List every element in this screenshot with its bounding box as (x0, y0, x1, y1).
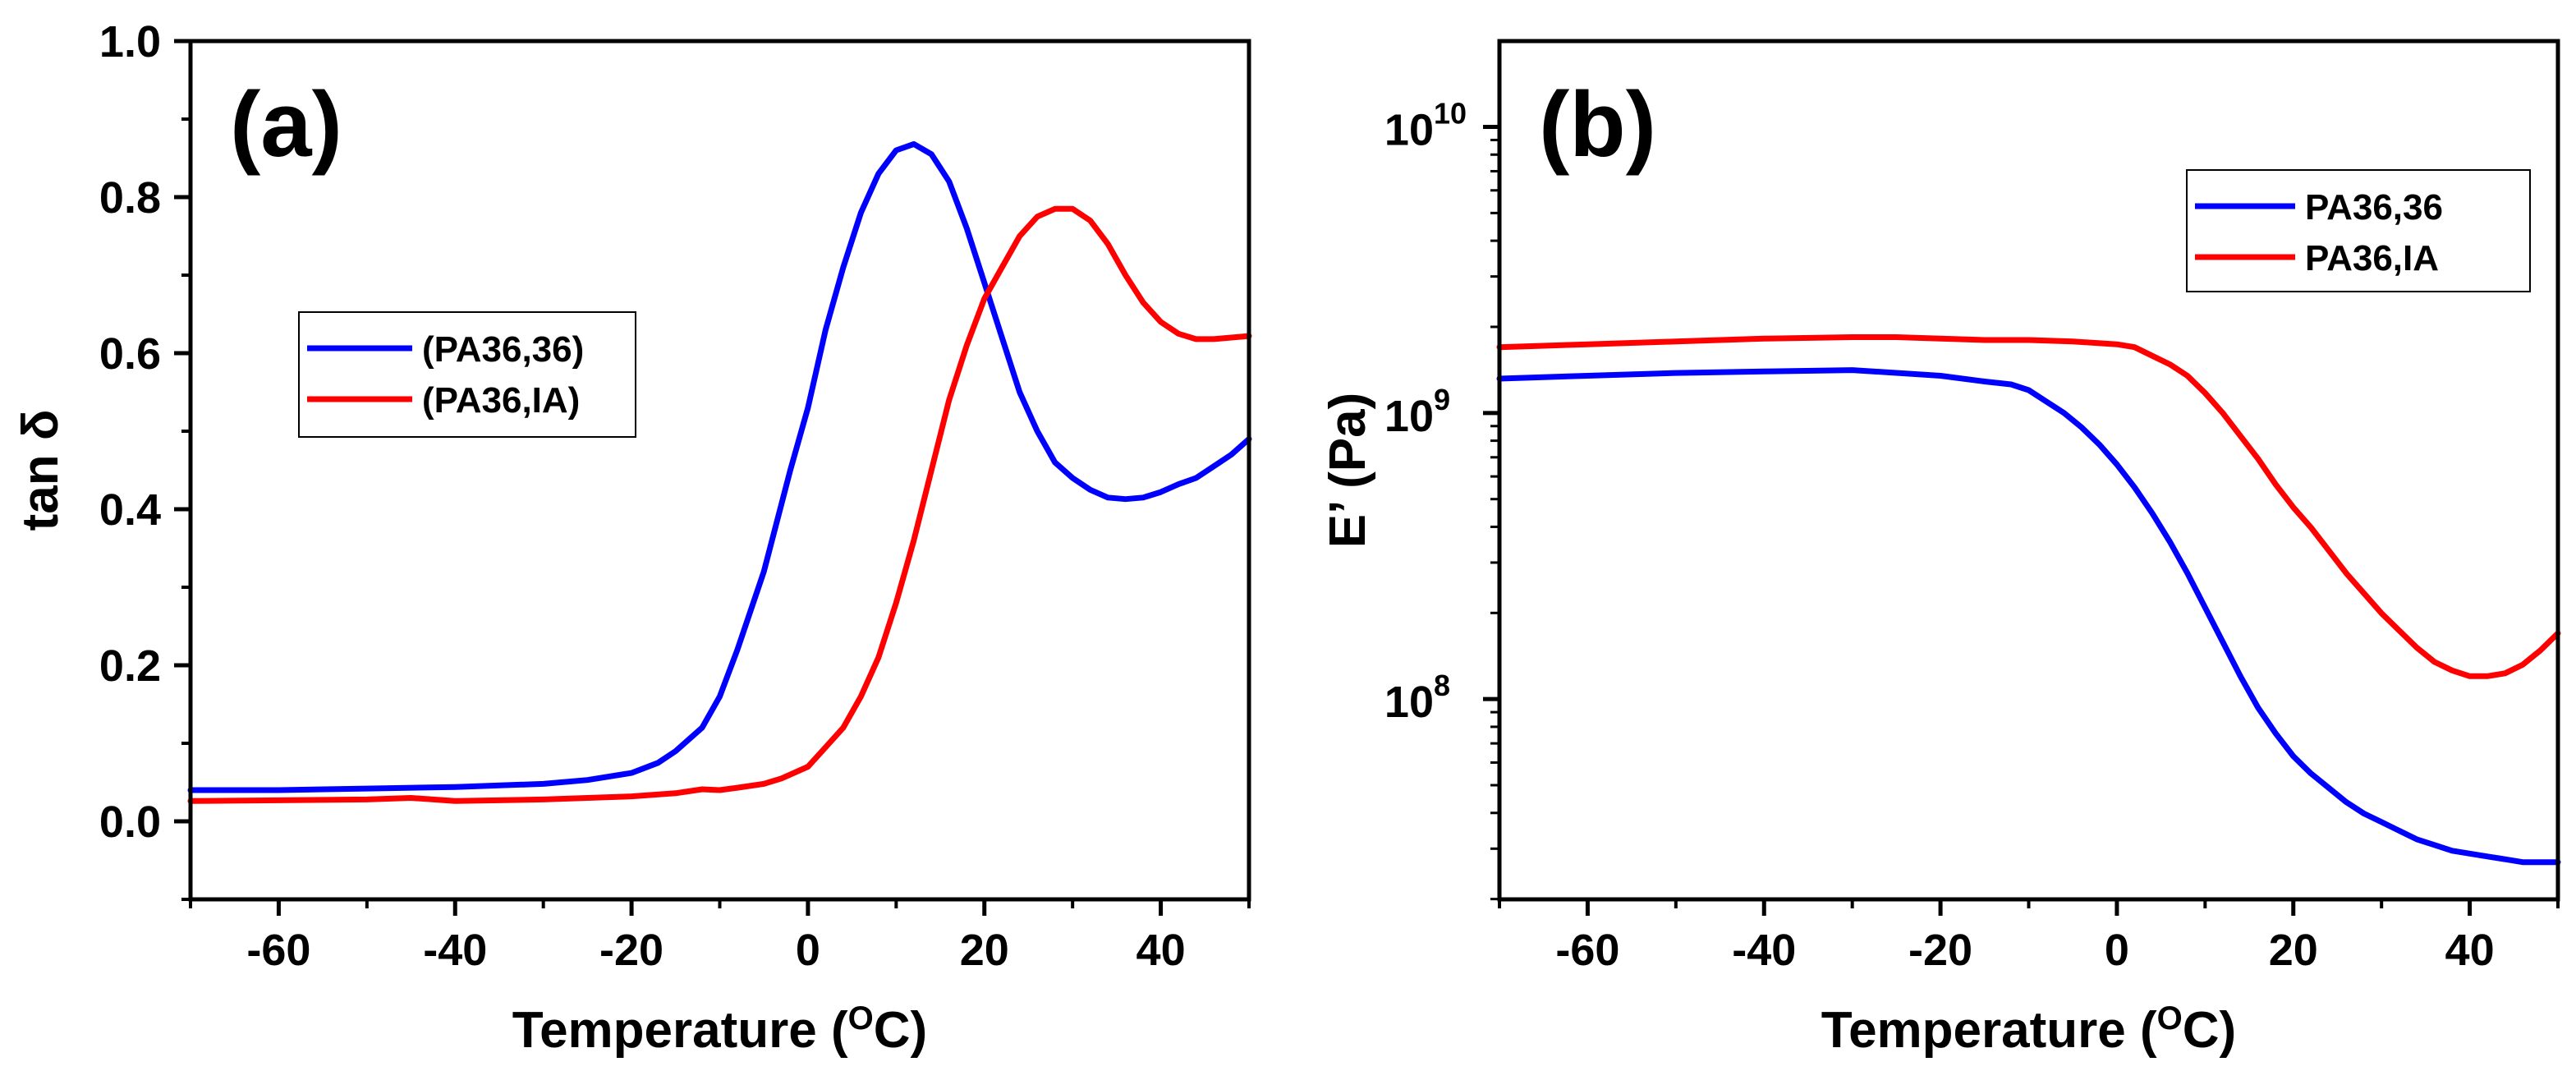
panel-a-series-group (187, 140, 1252, 804)
panel-a-legend-label-pa36-36: (PA36,36) (422, 329, 584, 370)
panel-b-y-tick-exponent: 8 (1434, 669, 1450, 702)
panel-a-y-axis-title: tan δ (12, 410, 69, 531)
panel-a-label: (a) (230, 73, 342, 176)
panel-a-y-tick-label: 0.2 (99, 641, 161, 691)
panel-a-y-tick-label: 0.0 (99, 798, 161, 847)
panel-b-y-axis-title: E’ (Pa) (1320, 393, 1376, 549)
panel-b-plot-frame (1497, 39, 2560, 902)
panel-a-y-tick-label: 0.4 (99, 485, 161, 535)
panel-b-x-tick-label: -20 (1908, 926, 1972, 975)
panel-b-y-tick-exponent: 10 (1434, 97, 1467, 131)
panel-a-series-line-2 (187, 205, 1252, 804)
panel-a-y-tick-label: 1.0 (99, 17, 161, 67)
panel-b-legend-label-pa36-36: PA36,36 (2305, 187, 2443, 228)
panel-b-legend-box (2186, 169, 2531, 292)
panel-a-x-tick-label: 0 (796, 926, 820, 975)
panel-b-y-tick-label: 10 (1384, 106, 1434, 155)
panel-a-x-tick-label: 20 (960, 926, 1009, 975)
panel-a-x-title-main: Temperature ( (512, 1002, 848, 1059)
panel-b-x-tick-label: 20 (2269, 926, 2318, 975)
panel-a-plot-frame (188, 39, 1251, 902)
panel-b-x-tick-label: 40 (2445, 926, 2495, 975)
panel-a-x-tick-label: -40 (423, 926, 487, 975)
panel-a-y-tick-label: 0.8 (99, 173, 161, 223)
panel-a-legend-box (298, 311, 636, 438)
panel-a-tan-delta-chart: -60 -40 -20 0 20 40 0.0 0.2 0.4 0.6 0.8 1.0 (a) Tem… (12, 17, 1252, 1059)
panel-b-x-title-superscript: O (2157, 1000, 2183, 1037)
panel-a-y-tick-label: 0.6 (99, 329, 161, 379)
panel-a-legend: (PA36,36) (PA36,IA) (298, 311, 636, 438)
panel-b-series-group (1496, 334, 2561, 866)
panel-b-x-title-tail: C) (2183, 1002, 2236, 1059)
panel-a-x-axis-title: Temperature (OC) (512, 1000, 927, 1059)
panel-a-series-line-1 (187, 140, 1252, 793)
panel-b-y-tick-label: 10 (1384, 678, 1434, 727)
panel-a-ticks-group: -60 -40 -20 0 20 40 0.0 0.2 0.4 0.6 0.8 1.0 (99, 17, 1251, 975)
panel-a-x-tick-label: 40 (1136, 926, 1186, 975)
panel-b-x-tick-label: -60 (1555, 926, 1619, 975)
panel-b-legend-label-pa36-ia: PA36,IA (2305, 238, 2439, 278)
panel-b-legend: PA36,36 PA36,IA (2186, 169, 2531, 292)
panel-a-legend-label-pa36-ia: (PA36,IA) (422, 380, 580, 421)
panel-a-x-tick-label: -60 (246, 926, 310, 975)
panel-b-x-axis-title: Temperature (OC) (1821, 1000, 2236, 1059)
panel-a-x-tick-label: -20 (599, 926, 664, 975)
panel-b-x-title-main: Temperature ( (1821, 1002, 2157, 1059)
panel-b-x-tick-label: -40 (1732, 926, 1796, 975)
panel-b-series-line-1 (1496, 367, 2561, 866)
panel-b-y-tick-exponent: 9 (1434, 383, 1450, 416)
panel-b-x-tick-label: 0 (2105, 926, 2129, 975)
panel-a-x-title-superscript: O (848, 1000, 874, 1037)
panel-b-label: (b) (1539, 73, 1656, 176)
panel-a-x-title-tail: C) (874, 1002, 927, 1059)
panel-b-series-line-2 (1496, 334, 2561, 679)
panel-b-y-tick-label: 10 (1384, 392, 1434, 441)
